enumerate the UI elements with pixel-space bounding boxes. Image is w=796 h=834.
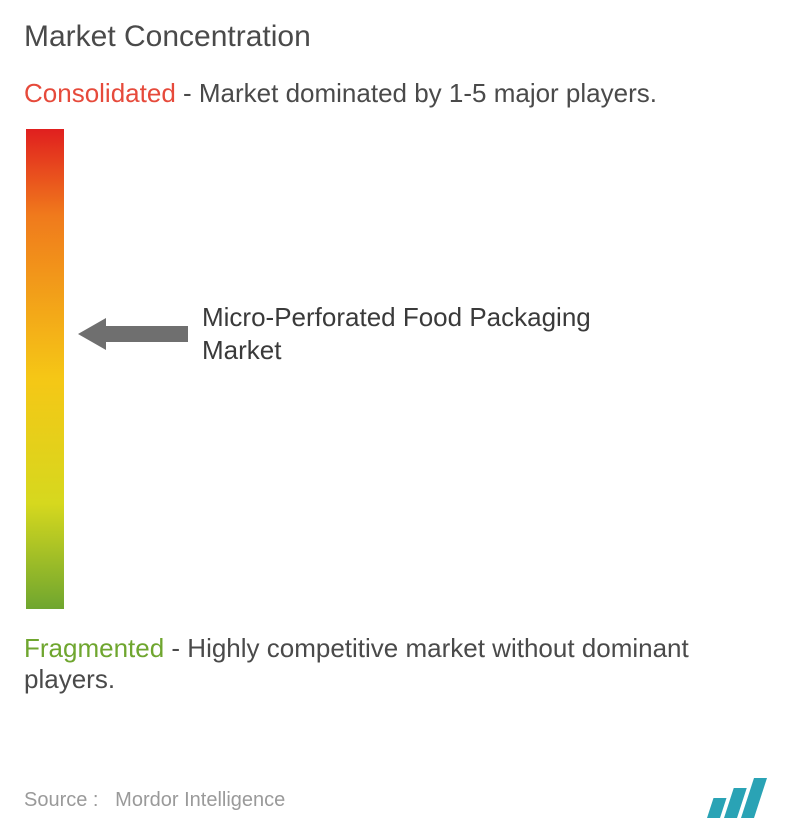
source-prefix: Source :: [24, 789, 98, 811]
fragmented-description: Fragmented - Highly competitive market w…: [24, 633, 772, 695]
concentration-bar-row: Micro-Perforated Food Packaging Market: [24, 129, 772, 609]
market-label: Micro-Perforated Food Packaging Market: [202, 301, 632, 366]
infographic-container: Market Concentration Consolidated - Mark…: [0, 0, 796, 834]
concentration-gradient-bar: [26, 129, 64, 609]
consolidated-label: Consolidated: [24, 78, 176, 108]
fragmented-label: Fragmented: [24, 633, 164, 663]
page-title: Market Concentration: [24, 20, 772, 54]
mordor-logo-icon: [704, 778, 772, 818]
consolidated-desc-text: - Market dominated by 1-5 major players.: [176, 78, 657, 108]
source-attribution: Source : Mordor Intelligence: [24, 789, 285, 812]
arrow-left-icon: [78, 314, 188, 354]
consolidated-description: Consolidated - Market dominated by 1-5 m…: [24, 78, 772, 109]
market-arrow-group: Micro-Perforated Food Packaging Market: [78, 301, 632, 366]
source-name: Mordor Intelligence: [115, 789, 285, 811]
